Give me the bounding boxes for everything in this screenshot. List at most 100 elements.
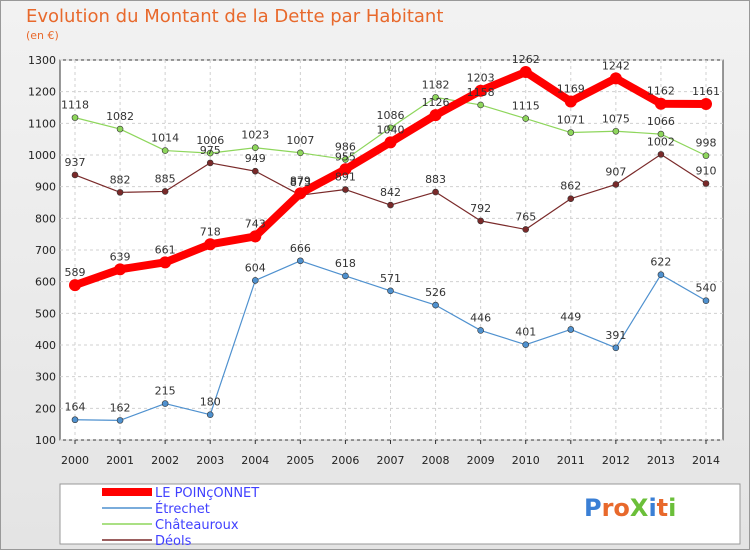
data-label: 718 [200,225,221,238]
y-tick-label: 1100 [28,117,56,130]
data-label: 1115 [512,100,540,113]
data-point [477,101,484,109]
x-axis: 2000 2001 2002 2003 2004 2005 2006 2007 2008 2009… [61,440,720,467]
data-label: 180 [200,396,221,409]
data-label: 842 [380,186,401,199]
x-tick-label: 2010 [512,454,540,467]
data-point [71,114,79,121]
x-tick-label: 2007 [377,454,405,467]
data-label: 792 [470,202,491,215]
data-point [702,180,710,187]
data-point [429,109,442,122]
data-label: 391 [605,329,626,342]
data-point [387,124,394,132]
x-tick-label: 2013 [647,454,675,467]
data-point [251,277,259,284]
data-point [612,127,620,135]
data-point [477,217,484,225]
data-point [297,257,304,265]
y-tick-label: 100 [35,434,56,447]
data-point [522,341,530,348]
data-label: 862 [560,180,581,193]
data-point [251,167,259,175]
data-label: 955 [335,150,356,163]
data-label: 1126 [422,96,450,109]
data-point [339,163,352,176]
x-tick-label: 2003 [196,454,224,467]
data-label: 1118 [61,99,89,112]
data-label: 1071 [557,114,585,127]
data-label: 1182 [422,78,450,91]
y-tick-label: 1300 [28,54,56,67]
data-point [609,72,622,85]
data-point [114,263,127,276]
data-label: 891 [335,171,356,184]
data-point [702,152,710,159]
data-label: 882 [110,173,131,186]
x-tick-label: 2014 [692,454,720,467]
data-point [657,151,665,158]
x-tick-label: 2002 [151,454,179,467]
data-label: 661 [155,243,176,256]
data-point [116,417,124,424]
y-tick-label: 500 [35,307,56,320]
legend-label: Châteauroux [155,518,239,533]
data-label: 937 [65,156,86,169]
data-label: 907 [605,165,626,178]
data-point [161,400,169,407]
data-label: 622 [650,256,671,269]
data-label: 526 [425,286,446,299]
data-label: 1162 [647,85,675,98]
proxiti-logo-text: ProXiti [584,494,676,522]
data-point [612,181,620,188]
data-label: 1002 [647,135,675,148]
data-label: 879 [290,174,311,187]
data-label: 589 [65,266,86,279]
data-point [71,416,79,424]
proxiti-logo: ProXiti [584,494,676,522]
data-label: 618 [335,257,356,270]
data-point [342,272,349,280]
data-point [161,188,169,195]
legend-label: Étrechet [155,501,210,517]
data-label: 1158 [467,86,495,99]
data-label: 1086 [377,109,405,122]
data-label: 949 [245,152,266,165]
data-point [657,130,665,138]
data-point [477,327,484,334]
data-label: 998 [696,137,717,150]
data-label: 162 [110,401,131,414]
data-point [69,279,81,292]
data-point [294,187,307,200]
data-label: 1082 [106,110,134,123]
data-label: 1014 [151,132,179,145]
data-point [432,94,439,101]
data-point [567,129,575,136]
data-label: 986 [335,140,356,153]
data-label: 401 [515,326,536,339]
y-tick-label: 700 [35,244,56,257]
data-point [206,159,214,167]
data-point [116,189,124,196]
data-point [249,230,262,243]
data-label: 604 [245,261,266,274]
data-point [384,136,397,149]
data-label: 883 [425,173,446,186]
data-label: 1203 [467,72,495,85]
data-label: 1007 [286,134,314,147]
x-tick-label: 2000 [61,454,89,467]
data-point [116,125,124,133]
legend-label: LE POINçONNET [155,486,259,501]
data-label: 1262 [512,53,540,66]
data-label: 1006 [196,134,224,147]
y-tick-label: 400 [35,339,56,352]
data-point [567,195,575,202]
data-point [612,344,620,352]
data-label: 910 [696,165,717,178]
chart-title: Evolution du Montant de la Dette par Hab… [26,6,443,27]
data-point [432,301,439,309]
data-label: 1066 [647,115,675,128]
data-point [474,84,487,97]
